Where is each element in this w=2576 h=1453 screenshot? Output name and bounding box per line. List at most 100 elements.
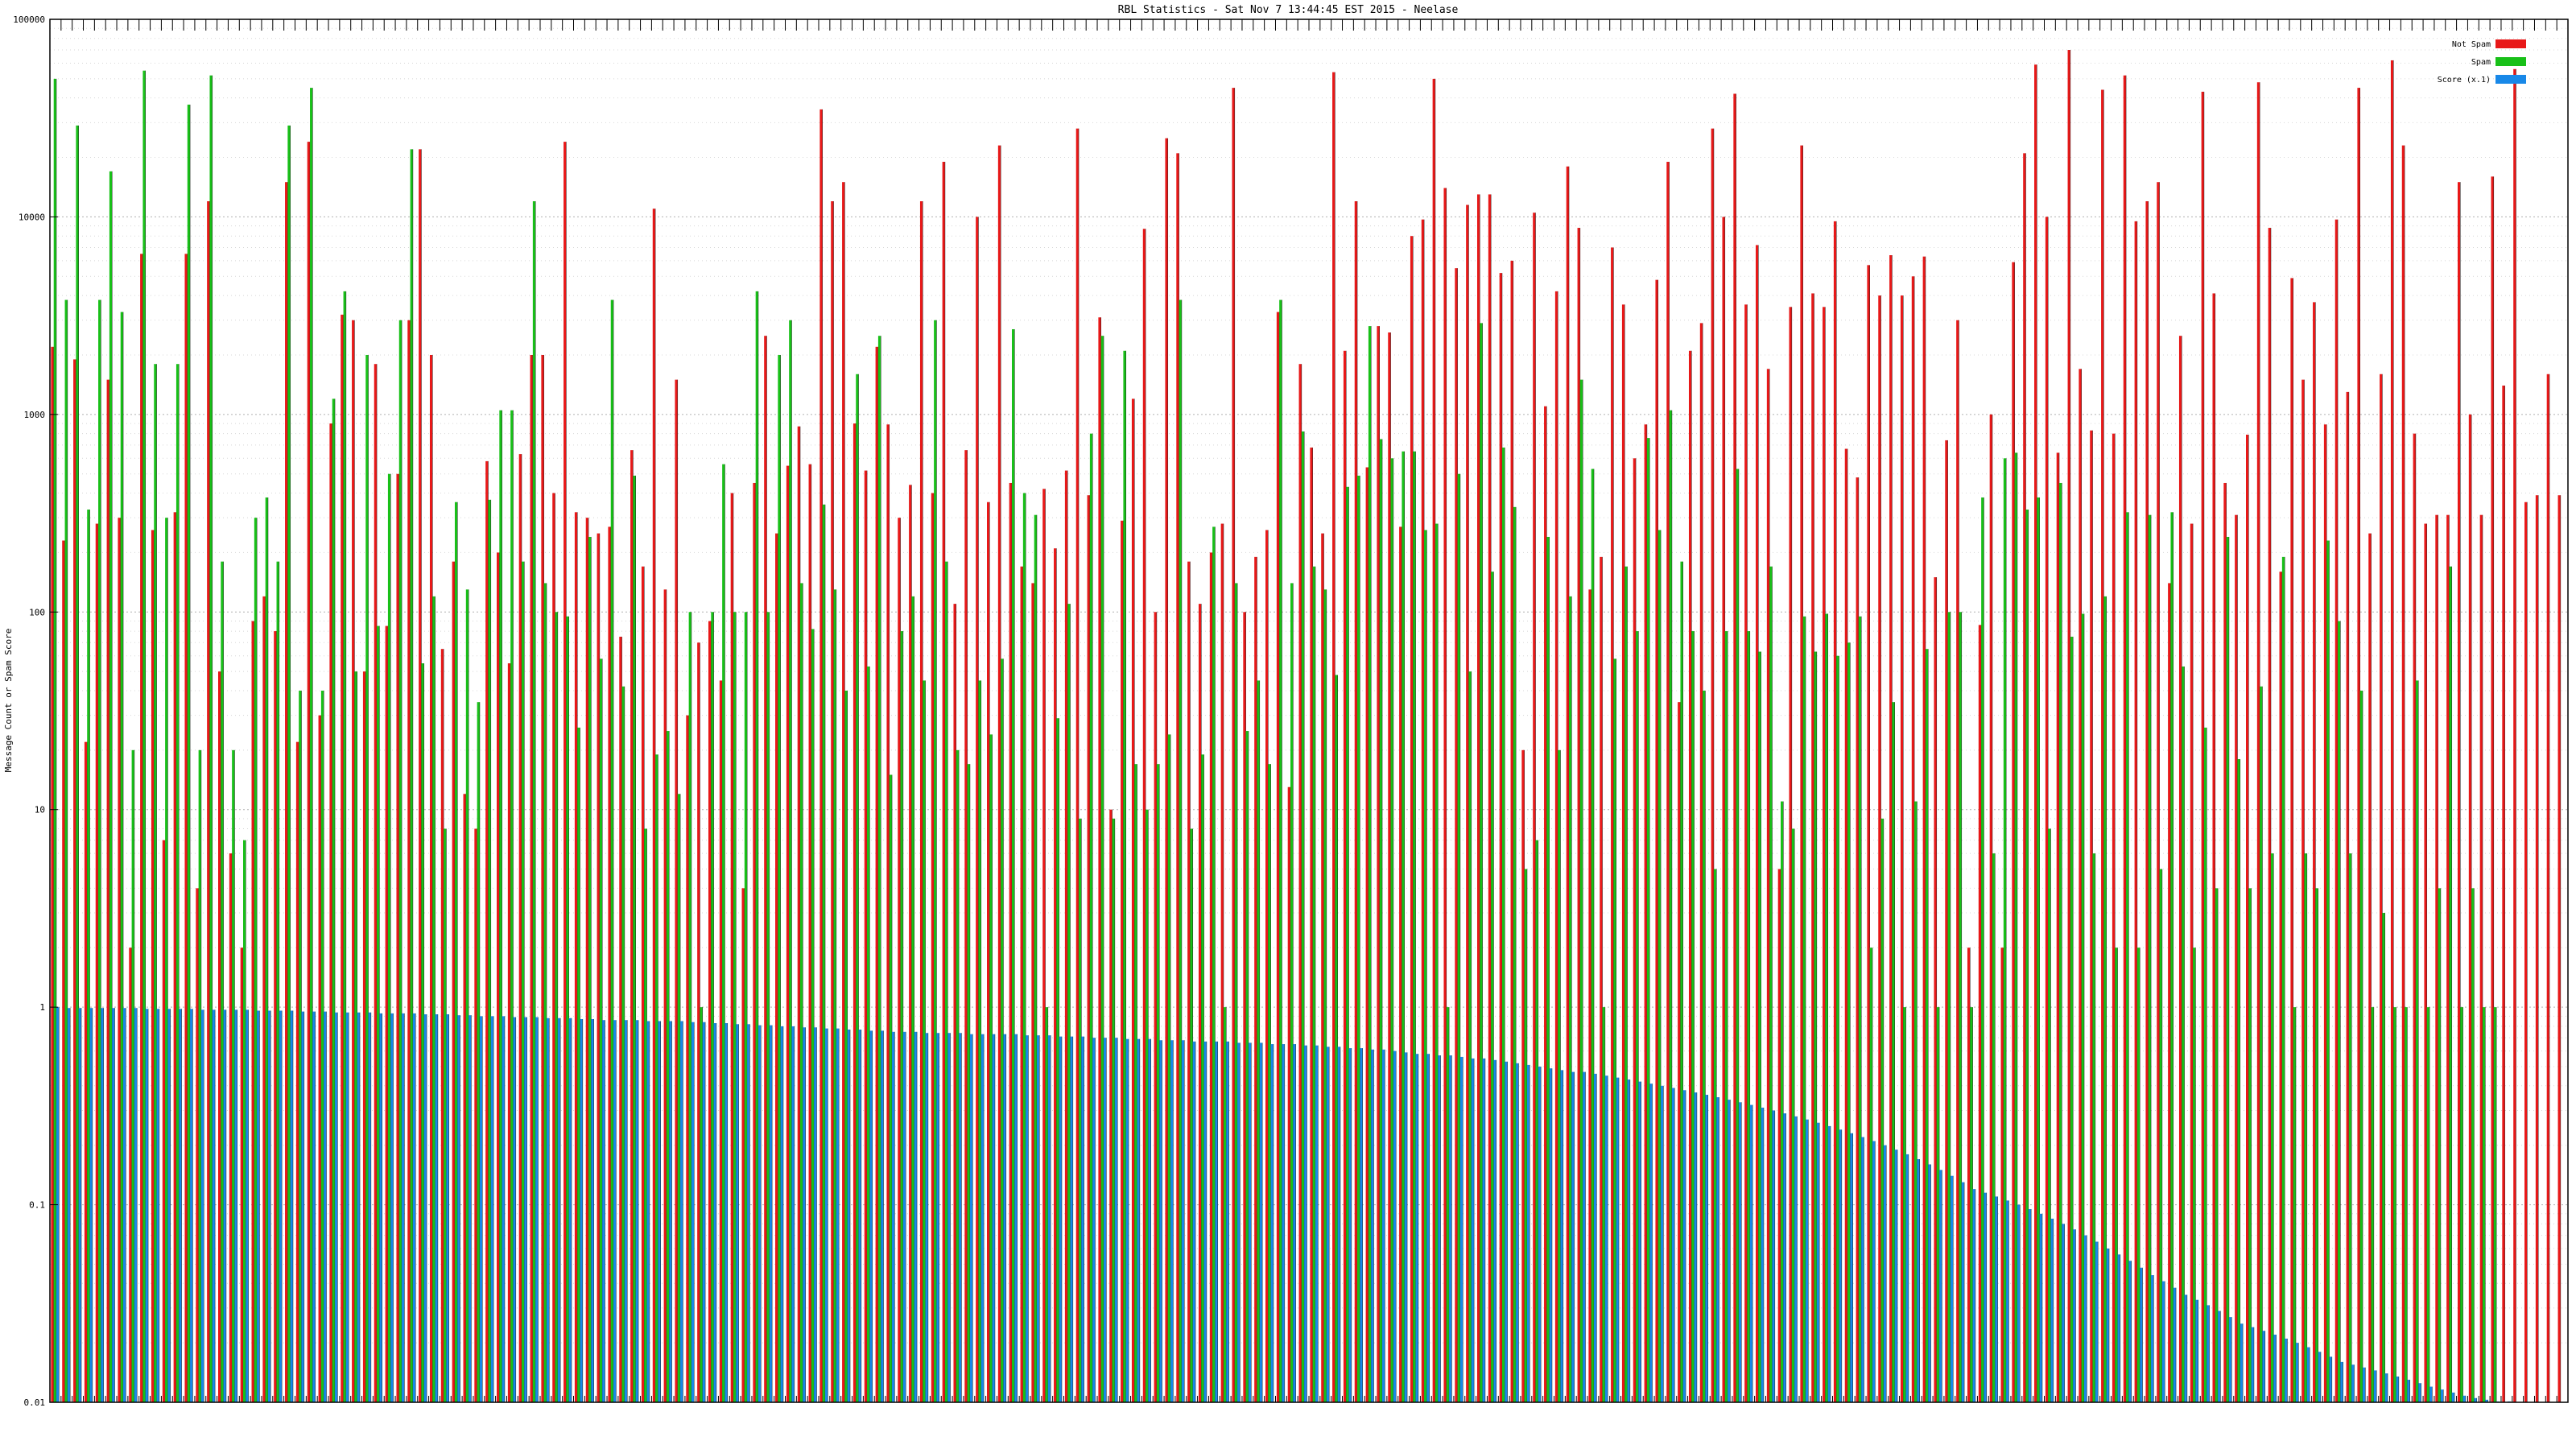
- spam-bar: [2037, 497, 2040, 1402]
- score-bar: [1950, 1175, 1954, 1402]
- ham-bar: [2502, 385, 2505, 1402]
- spam-bar: [1357, 475, 1360, 1402]
- spam-bar: [354, 671, 357, 1402]
- spam-bar: [1089, 433, 1093, 1402]
- score-bar: [1148, 1038, 1151, 1402]
- spam-bar: [644, 828, 647, 1402]
- ham-bar: [440, 649, 444, 1402]
- score-bar: [1438, 1055, 1441, 1402]
- ham-bar: [140, 254, 143, 1403]
- score-bar: [1203, 1041, 1207, 1402]
- spam-bar: [1123, 350, 1126, 1402]
- score-bar: [1604, 1075, 1608, 1402]
- ham-bar: [285, 182, 288, 1403]
- score-bar: [345, 1012, 349, 1402]
- score-bar: [635, 1020, 639, 1402]
- ham-bar: [1154, 612, 1157, 1402]
- score-bar: [1761, 1107, 1764, 1402]
- ham-bar: [1611, 247, 1614, 1403]
- score-bar: [1560, 1070, 1563, 1402]
- score-bar: [1426, 1054, 1430, 1402]
- score-bar: [67, 1008, 71, 1402]
- spam-bar: [2405, 1007, 2408, 1402]
- ham-bar: [240, 947, 243, 1402]
- spam-bar: [1335, 675, 1338, 1402]
- ham-bar: [429, 354, 433, 1403]
- ham-bar: [1254, 556, 1257, 1402]
- ham-bar: [2112, 433, 2116, 1402]
- score-bar: [1749, 1104, 1753, 1402]
- ham-bar: [2479, 514, 2483, 1403]
- score-bar: [123, 1008, 126, 1402]
- score-bar: [490, 1016, 494, 1402]
- spam-bar: [1814, 651, 1817, 1402]
- score-bar: [2028, 1209, 2032, 1402]
- spam-bar: [1312, 566, 1316, 1402]
- spam-bar: [2081, 613, 2085, 1402]
- ham-bar: [697, 642, 700, 1402]
- spam-bar: [1903, 1007, 1906, 1402]
- score-bar: [1226, 1041, 1229, 1402]
- ham-bar: [741, 888, 745, 1402]
- score-bar: [702, 1022, 706, 1402]
- spam-bar: [934, 320, 937, 1402]
- score-bar: [1259, 1042, 1263, 1402]
- score-bar: [1059, 1036, 1063, 1402]
- spam-bar: [1947, 612, 1951, 1402]
- ham-bar: [619, 636, 622, 1402]
- ham-bar: [976, 217, 979, 1403]
- chart-title: RBL Statistics - Sat Nov 7 13:44:45 EST …: [1118, 4, 1459, 16]
- y-axis-label: Message Count or Spam Score: [3, 629, 14, 773]
- ham-bar: [1443, 188, 1447, 1402]
- spam-bar: [1379, 439, 1383, 1402]
- score-bar: [2062, 1224, 2065, 1402]
- spam-bar: [1446, 1007, 1450, 1402]
- spam-bar: [1802, 616, 1806, 1402]
- score-bar: [2273, 1334, 2277, 1402]
- ham-bar: [2201, 91, 2204, 1403]
- ham-bar: [2468, 414, 2472, 1402]
- ham-bar: [1009, 482, 1012, 1402]
- spam-bar: [621, 686, 625, 1402]
- score-bar: [914, 1031, 918, 1402]
- spam-bar: [1602, 1007, 1605, 1402]
- spam-bar: [109, 171, 113, 1402]
- spam-bar: [1513, 506, 1517, 1402]
- spam-bar: [1847, 642, 1851, 1402]
- score-bar: [190, 1009, 193, 1402]
- plot-frame: [49, 19, 2569, 1403]
- spam-bar: [1234, 583, 1238, 1402]
- score-bar: [747, 1024, 750, 1402]
- spam-bar: [1201, 754, 1204, 1402]
- ham-bar: [1343, 350, 1347, 1402]
- y-tick-label: 10: [35, 805, 45, 815]
- score-bar: [1215, 1041, 1218, 1402]
- ham-bar: [2145, 201, 2149, 1402]
- ham-bar: [1922, 256, 1926, 1403]
- ham-bar: [452, 561, 455, 1402]
- ham-bar: [875, 346, 878, 1402]
- ham-bar: [1421, 219, 1425, 1403]
- score-bar: [2396, 1377, 2399, 1402]
- score-bar: [1382, 1049, 1385, 1402]
- score-bar: [947, 1033, 951, 1402]
- ham-bar: [2491, 176, 2494, 1403]
- ham-bar: [2246, 434, 2249, 1402]
- spam-bar: [2438, 888, 2441, 1402]
- spam-bar: [944, 561, 948, 1402]
- spam-bar: [1323, 589, 1327, 1402]
- spam-bar: [666, 731, 670, 1402]
- spam-bar: [1056, 718, 1059, 1402]
- ham-bar: [229, 853, 233, 1402]
- score-bar: [791, 1026, 795, 1402]
- spam-bar: [454, 502, 458, 1402]
- spam-bar: [1502, 447, 1505, 1403]
- score-bar: [2161, 1281, 2165, 1402]
- spam-bar: [2159, 869, 2162, 1402]
- spam-bar: [2025, 510, 2029, 1402]
- score-bar: [1415, 1054, 1418, 1402]
- spam-bar: [2326, 540, 2330, 1402]
- score-bar: [1861, 1137, 1864, 1402]
- score-bar: [2418, 1383, 2421, 1402]
- spam-bar: [488, 499, 491, 1402]
